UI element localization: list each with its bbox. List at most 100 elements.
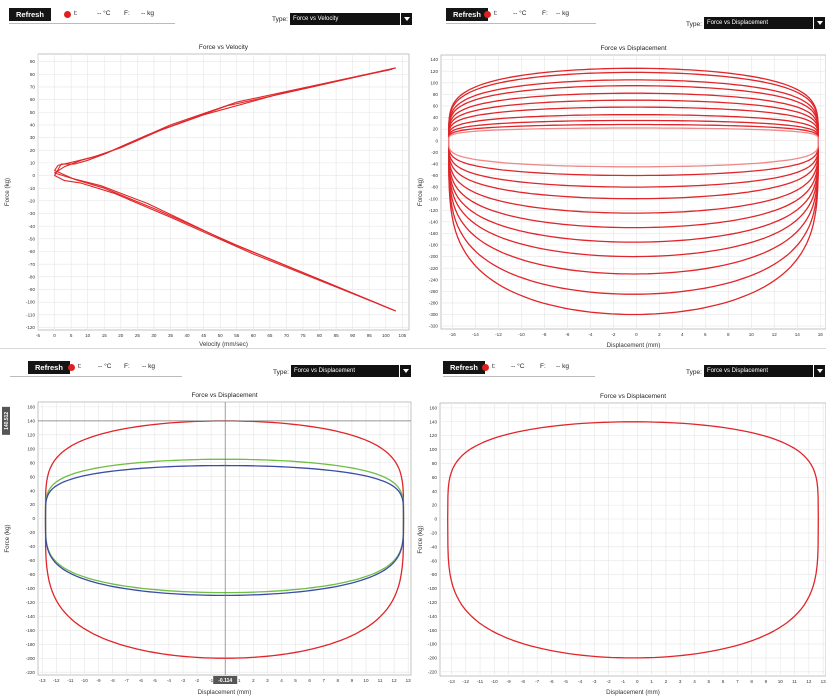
x-tick-label: 5	[70, 333, 73, 338]
x-tick-label: 16	[818, 332, 824, 337]
y-tick-label: -70	[28, 262, 35, 267]
type-select-value: Force vs Velocity	[293, 16, 339, 22]
x-tick-label: 6	[722, 679, 725, 684]
status-dot-icon	[68, 364, 75, 371]
status-dot-icon	[482, 364, 489, 371]
y-tick-label: 80	[30, 460, 36, 465]
y-tick-label: 0	[435, 138, 438, 143]
y-tick-label: -280	[429, 301, 439, 306]
x-tick-label: 12	[806, 679, 812, 684]
y-tick-label: -80	[431, 185, 438, 190]
refresh-button[interactable]: Refresh	[446, 8, 488, 21]
y-tick-label: -200	[26, 656, 36, 661]
toolbar-divider	[10, 376, 182, 377]
y-tick-label: 10	[30, 160, 36, 165]
force-label: F:	[540, 363, 546, 370]
y-tick-label: -40	[28, 544, 35, 549]
type-select[interactable]: Force vs Displacement	[704, 365, 825, 377]
toolbar: Refresh t: -- °C F: -- kg Type: Force vs…	[413, 348, 826, 377]
y-tick-label: -200	[428, 656, 438, 661]
x-tick-label: -12	[462, 679, 469, 684]
x-tick-label: -3	[592, 679, 597, 684]
y-tick-label: -110	[26, 312, 35, 317]
x-tick-label: 0	[635, 332, 638, 337]
hysteresis-loop	[448, 127, 819, 168]
y-tick-label: -10	[28, 186, 35, 191]
y-tick-label: -120	[26, 325, 36, 330]
x-tick-label: 60	[251, 333, 257, 338]
x-tick-label: -6	[565, 332, 570, 337]
type-label: Type:	[273, 369, 289, 376]
x-tick-label: -9	[507, 679, 512, 684]
x-tick-label: 45	[201, 333, 207, 338]
x-tick-label: 80	[317, 333, 323, 338]
y-tick-label: 60	[30, 474, 36, 479]
chevron-down-icon[interactable]	[399, 365, 411, 377]
chevron-down-icon[interactable]	[813, 365, 825, 377]
x-tick-label: -2	[611, 332, 616, 337]
chart-title: Force vs Displacement	[191, 392, 257, 399]
refresh-button[interactable]: Refresh	[9, 8, 51, 21]
type-label: Type:	[686, 21, 702, 28]
type-select[interactable]: Force vs Displacement	[291, 365, 411, 377]
y-tick-label: -140	[428, 614, 438, 619]
y-tick-label: -30	[28, 211, 35, 216]
y-tick-label: 160	[429, 405, 437, 410]
y-tick-label: 70	[30, 85, 36, 90]
time-label: t:	[494, 10, 498, 17]
x-tick-label: 100	[382, 333, 390, 338]
x-tick-label: 10	[749, 332, 755, 337]
x-tick-label: -8	[111, 678, 116, 683]
y-tick-label: 0	[434, 517, 437, 522]
type-select[interactable]: Force vs Displacement	[704, 17, 825, 29]
x-tick-label: -8	[521, 679, 526, 684]
x-tick-label: 85	[334, 333, 340, 338]
y-tick-label: 60	[432, 475, 438, 480]
chart-title: Force vs Displacement	[600, 393, 666, 400]
x-tick-label: -6	[139, 678, 144, 683]
x-tick-label: -2	[195, 678, 200, 683]
y-tick-label: -60	[431, 173, 438, 178]
x-tick-label: -6	[549, 679, 554, 684]
y-tick-label: -300	[429, 312, 439, 317]
hysteresis-loop	[44, 464, 405, 597]
x-tick-label: 5	[294, 678, 297, 683]
x-tick-label: -11	[477, 679, 484, 684]
x-tick-label: 13	[406, 678, 412, 683]
x-tick-label: -11	[67, 678, 74, 683]
y-tick-label: -60	[430, 558, 437, 563]
refresh-button[interactable]: Refresh	[443, 361, 485, 374]
x-tick-label: 12	[772, 332, 778, 337]
x-tick-label: -8	[542, 332, 547, 337]
y-tick-label: -50	[28, 236, 35, 241]
x-axis-label: Displacement (mm)	[607, 342, 661, 348]
x-tick-label: 10	[363, 678, 369, 683]
x-tick-label: 8	[750, 679, 753, 684]
y-tick-label: -160	[429, 231, 439, 236]
x-tick-label: -5	[564, 679, 569, 684]
y-tick-label: -160	[428, 628, 438, 633]
y-tick-label: 20	[30, 502, 36, 507]
x-tick-label: 70	[284, 333, 290, 338]
force-value: -- kg	[556, 363, 569, 370]
refresh-button[interactable]: Refresh	[28, 361, 70, 374]
chevron-down-icon[interactable]	[400, 13, 412, 25]
cursor-x-readout: -0.114	[218, 678, 232, 684]
x-tick-label: 3	[266, 678, 269, 683]
chart-force-vs-displacement-2: -13-12-11-10-9-8-7-6-5-4-3-2-10123456789…	[2, 392, 412, 696]
y-tick-label: 40	[432, 489, 438, 494]
y-tick-label: -120	[429, 208, 439, 213]
toolbar-divider	[9, 23, 175, 24]
y-tick-label: -220	[429, 266, 439, 271]
y-tick-label: 90	[30, 59, 36, 64]
y-tick-label: -60	[28, 558, 35, 563]
chart-title: Force vs Velocity	[199, 44, 249, 51]
temperature-value: -- °C	[97, 10, 111, 17]
chevron-down-icon[interactable]	[813, 17, 825, 29]
type-select[interactable]: Force vs Velocity	[290, 13, 412, 25]
y-tick-label: -60	[28, 249, 35, 254]
panel-force-vs-displacement-1: Refresh t: -- °C F: -- kg Type: Force vs…	[413, 0, 826, 348]
status-dot-icon	[64, 11, 71, 18]
x-tick-label: 4	[693, 679, 696, 684]
y-tick-label: -180	[26, 642, 36, 647]
